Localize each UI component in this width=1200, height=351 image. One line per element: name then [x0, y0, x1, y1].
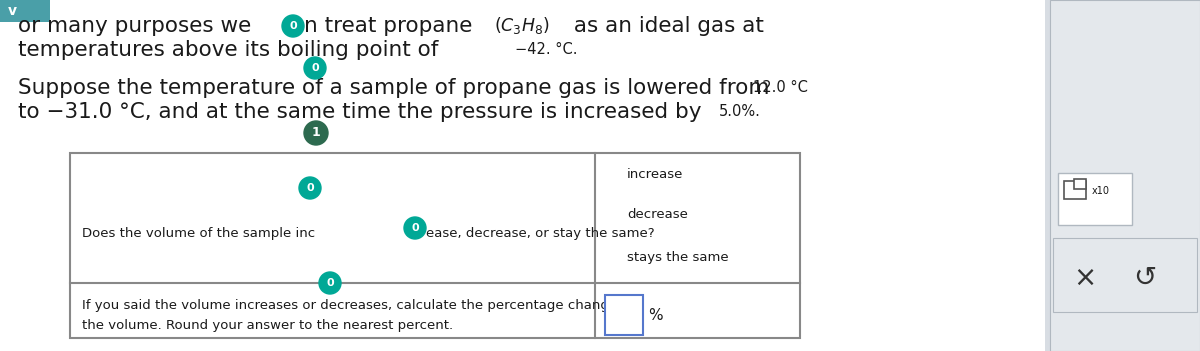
- Text: ease, decrease, or stay the same?: ease, decrease, or stay the same?: [426, 226, 655, 239]
- FancyBboxPatch shape: [1050, 0, 1200, 351]
- Text: x10: x10: [1092, 186, 1110, 196]
- Circle shape: [319, 272, 341, 294]
- Text: increase: increase: [628, 168, 683, 181]
- Text: n treat propane: n treat propane: [304, 16, 479, 36]
- Text: temperatures above its boiling point of: temperatures above its boiling point of: [18, 40, 445, 60]
- Text: 0: 0: [289, 21, 296, 31]
- Circle shape: [304, 57, 326, 79]
- Circle shape: [299, 177, 322, 199]
- Text: v: v: [7, 4, 17, 18]
- Text: as an ideal gas at: as an ideal gas at: [568, 16, 764, 36]
- Text: stays the same: stays the same: [628, 252, 728, 265]
- FancyBboxPatch shape: [1058, 173, 1132, 225]
- Text: 5.0%.: 5.0%.: [719, 105, 761, 119]
- Text: 0: 0: [306, 183, 314, 193]
- Text: the volume. Round your answer to the nearest percent.: the volume. Round your answer to the nea…: [82, 318, 454, 331]
- Circle shape: [282, 15, 304, 37]
- Text: %: %: [648, 307, 662, 323]
- FancyBboxPatch shape: [0, 0, 50, 22]
- Text: 0: 0: [412, 223, 419, 233]
- FancyBboxPatch shape: [1054, 238, 1198, 312]
- FancyBboxPatch shape: [0, 0, 1045, 351]
- Text: $(C_3H_8)$: $(C_3H_8)$: [494, 15, 550, 37]
- FancyBboxPatch shape: [1064, 181, 1086, 199]
- Text: −42. °C.: −42. °C.: [515, 42, 577, 58]
- Text: ×: ×: [1073, 264, 1097, 292]
- Text: 0: 0: [311, 63, 319, 73]
- Circle shape: [304, 121, 328, 145]
- Text: If you said the volume increases or decreases, calculate the percentage change i: If you said the volume increases or decr…: [82, 298, 634, 311]
- Text: to −31.0 °C, and at the same time the pressure is increased by: to −31.0 °C, and at the same time the pr…: [18, 102, 708, 122]
- Text: 12.0 °C: 12.0 °C: [754, 80, 808, 95]
- FancyBboxPatch shape: [605, 295, 643, 335]
- Text: Does the volume of the sample inc: Does the volume of the sample inc: [82, 226, 316, 239]
- Text: 1: 1: [312, 126, 320, 139]
- Text: 0: 0: [326, 278, 334, 288]
- Circle shape: [404, 217, 426, 239]
- Text: ↺: ↺: [1133, 264, 1157, 292]
- Text: or many purposes we: or many purposes we: [18, 16, 258, 36]
- FancyBboxPatch shape: [70, 153, 800, 338]
- FancyBboxPatch shape: [1074, 179, 1086, 189]
- Text: decrease: decrease: [628, 208, 688, 221]
- Text: Suppose the temperature of a sample of propane gas is lowered from: Suppose the temperature of a sample of p…: [18, 78, 776, 98]
